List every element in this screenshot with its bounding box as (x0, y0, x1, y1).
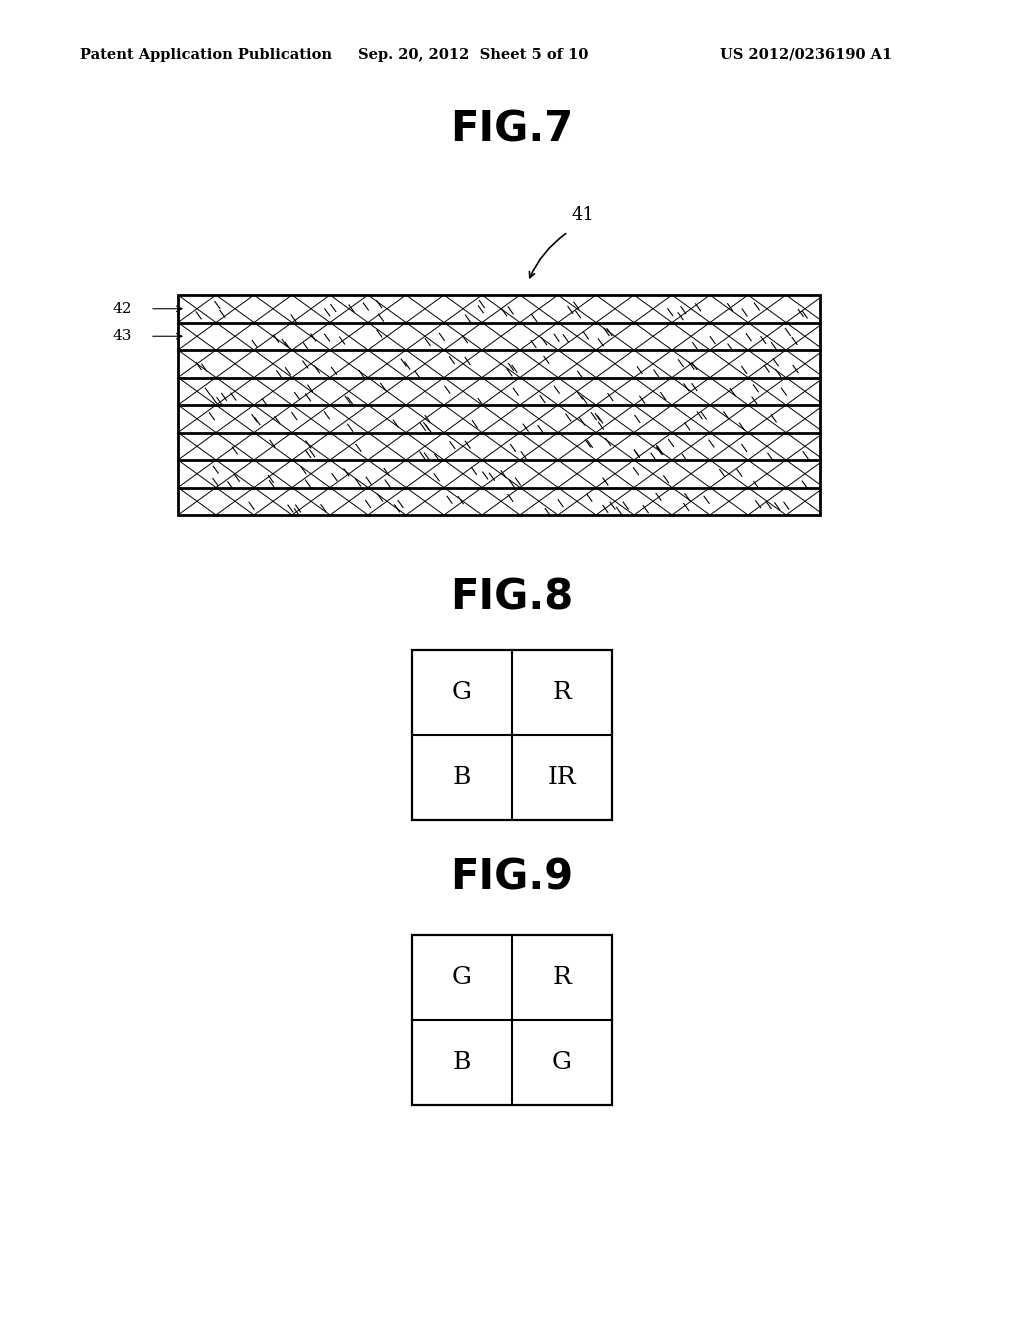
Text: Patent Application Publication: Patent Application Publication (80, 48, 332, 62)
Text: 41: 41 (571, 206, 595, 224)
Text: 43: 43 (113, 329, 132, 343)
Text: R: R (553, 966, 571, 989)
Bar (412, 649, 612, 820)
Text: FIG.7: FIG.7 (451, 110, 573, 150)
Text: FIG.8: FIG.8 (451, 577, 573, 619)
Bar (178, 459, 820, 487)
Bar (178, 322, 820, 350)
Bar (412, 935, 612, 1105)
Text: G: G (452, 681, 472, 704)
Bar (178, 294, 820, 322)
Text: R: R (553, 681, 571, 704)
Bar (178, 433, 820, 459)
Text: Sep. 20, 2012  Sheet 5 of 10: Sep. 20, 2012 Sheet 5 of 10 (358, 48, 589, 62)
Text: B: B (453, 766, 471, 789)
Text: G: G (552, 1051, 572, 1074)
Bar (178, 378, 820, 405)
Bar (178, 405, 820, 433)
Text: IR: IR (548, 766, 577, 789)
Text: FIG.9: FIG.9 (451, 857, 573, 899)
Text: B: B (453, 1051, 471, 1074)
Bar (178, 350, 820, 378)
Text: G: G (452, 966, 472, 989)
Bar (178, 487, 820, 515)
Text: 42: 42 (113, 302, 132, 315)
Bar (178, 294, 820, 515)
Text: US 2012/0236190 A1: US 2012/0236190 A1 (720, 48, 892, 62)
